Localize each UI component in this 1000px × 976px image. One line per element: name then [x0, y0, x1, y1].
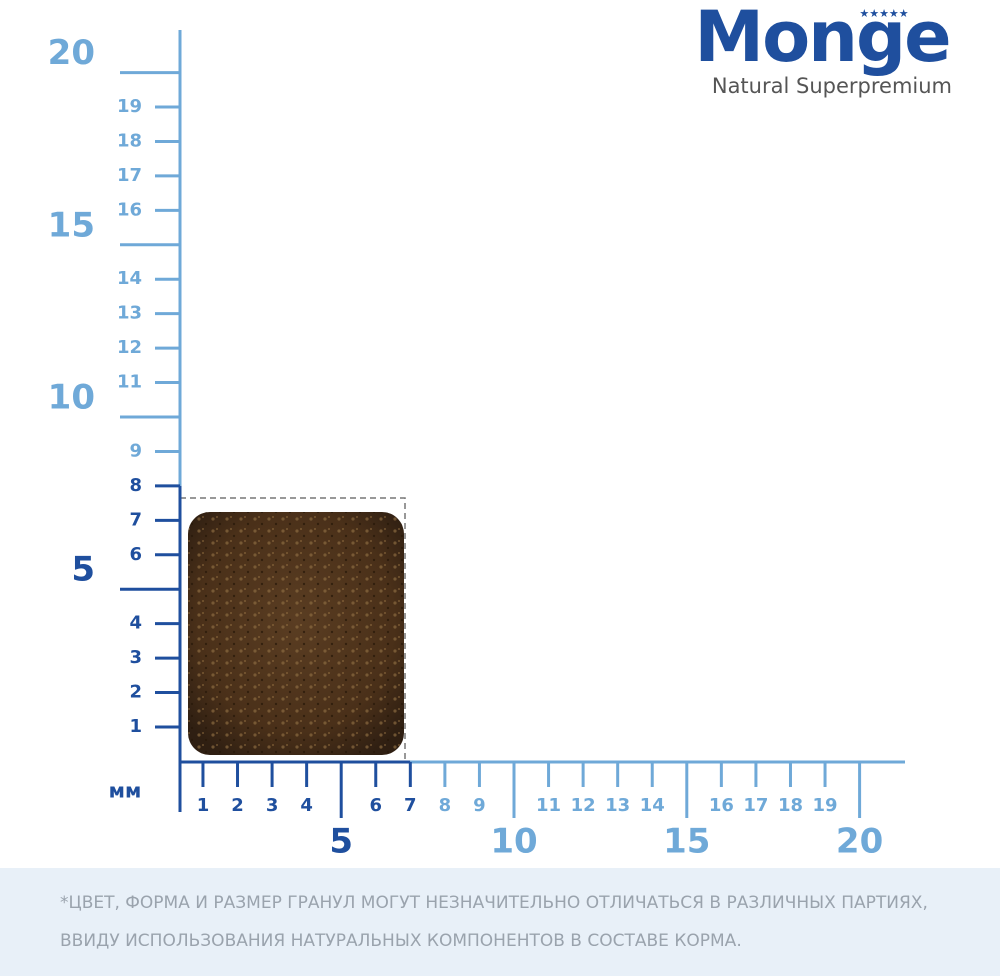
y-tick-label: 9: [129, 440, 142, 461]
y-tick-label: 3: [129, 647, 142, 668]
y-tick-label: 11: [117, 372, 142, 393]
y-tick-label: 13: [117, 303, 142, 324]
unit-label: мм: [109, 779, 142, 803]
footnote-line: *ЦВЕТ, ФОРМА И РАЗМЕР ГРАНУЛ МОГУТ НЕЗНА…: [60, 893, 928, 913]
x-major-label: 20: [836, 822, 883, 862]
x-tick-label: 3: [266, 795, 279, 816]
y-tick-label: 18: [117, 130, 142, 151]
x-tick-label: 8: [439, 795, 452, 816]
x-tick-label: 13: [605, 795, 630, 816]
y-tick-label: 7: [129, 509, 142, 530]
y-tick-label: 16: [117, 199, 142, 220]
y-major-label: 5: [71, 550, 95, 590]
x-major-label: 15: [663, 822, 710, 862]
x-tick-label: 14: [640, 795, 665, 816]
y-major-label: 15: [48, 205, 95, 245]
y-tick-label: 8: [129, 475, 142, 496]
brand-name: Monge: [694, 0, 949, 78]
y-tick-label: 12: [117, 337, 142, 358]
kibble-texture: [188, 512, 404, 755]
y-major-label: 20: [48, 33, 95, 73]
y-tick-label: 17: [117, 165, 142, 186]
x-major-label: 5: [329, 822, 353, 862]
y-tick-label: 19: [117, 96, 142, 117]
x-tick-label: 1: [197, 795, 210, 816]
x-tick-label: 11: [536, 795, 561, 816]
x-tick-label: 4: [300, 795, 313, 816]
x-tick-label: 18: [778, 795, 803, 816]
x-tick-label: 17: [743, 795, 768, 816]
x-tick-label: 2: [231, 795, 244, 816]
y-tick-label: 4: [129, 613, 142, 634]
x-tick-label: 6: [369, 795, 382, 816]
x-tick-label: 9: [473, 795, 486, 816]
y-tick-label: 2: [129, 682, 142, 703]
y-tick-label: 14: [117, 268, 142, 289]
y-tick-label: 1: [129, 716, 142, 737]
size-box: [180, 497, 406, 760]
brand-tagline: Natural Superpremium: [712, 74, 952, 98]
x-tick-label: 12: [571, 795, 596, 816]
brand-stars: ★★★★★: [859, 7, 908, 20]
footer-band: [0, 868, 1000, 976]
y-major-label: 10: [48, 378, 95, 418]
footnote-line: ВВИДУ ИСПОЛЬЗОВАНИЯ НАТУРАЛЬНЫХ КОМПОНЕН…: [60, 931, 742, 951]
x-tick-label: 7: [404, 795, 417, 816]
x-major-label: 10: [490, 822, 537, 862]
y-tick-label: 6: [129, 544, 142, 565]
x-tick-label: 19: [813, 795, 838, 816]
x-tick-label: 16: [709, 795, 734, 816]
